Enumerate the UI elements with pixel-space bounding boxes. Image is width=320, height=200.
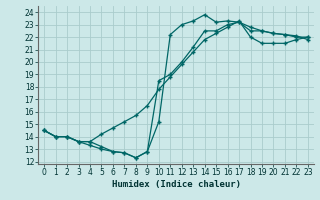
X-axis label: Humidex (Indice chaleur): Humidex (Indice chaleur) (111, 180, 241, 189)
